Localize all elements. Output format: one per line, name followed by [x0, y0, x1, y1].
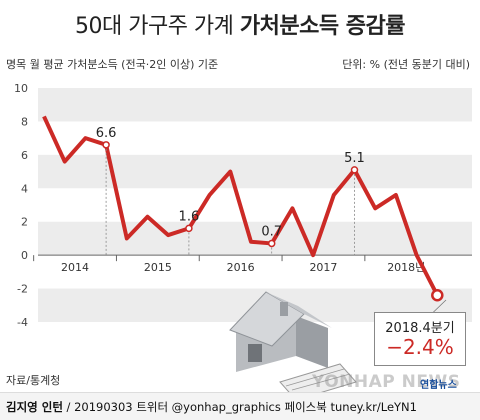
grid-band: [38, 88, 472, 122]
data-point: [350, 166, 359, 174]
data-point: [267, 239, 276, 248]
data-point: [185, 224, 193, 233]
last-point: [431, 289, 444, 302]
credit-author: 김지영 인턴: [6, 400, 63, 414]
y-tick-label: 2: [21, 216, 28, 229]
title-regular: 50대 가구주 가계: [74, 14, 240, 39]
callout-box: 2018.4분기 −2.4%: [374, 312, 466, 366]
data-label: 1.6: [179, 209, 200, 224]
watermark-text: YONHAP NEWS: [312, 372, 461, 392]
y-tick-label: 10: [14, 82, 28, 95]
house-window: [248, 344, 262, 362]
house-illustration: [229, 291, 357, 392]
series-line: [42, 115, 440, 297]
credit-rest: / 20190303 트위터 @yonhap_graphics 페이스북 tun…: [62, 400, 417, 414]
data-labels: 6.6 1.6 0.7 5.1: [96, 126, 365, 240]
callout-value: −2.4%: [386, 335, 454, 359]
grid-band: [38, 221, 472, 256]
y-tick-label: 4: [21, 182, 28, 195]
callout-label: 2018.4분기: [385, 321, 455, 336]
chart-title: 50대 가구주 가계 가처분소득 증감률: [0, 8, 480, 40]
title-bold: 가처분소득 증감률: [239, 14, 406, 39]
x-tick-label: 2014: [61, 261, 89, 274]
x-tick-label: 2018년: [387, 261, 425, 274]
y-tick-label: 0: [21, 249, 28, 262]
house-roof-side: [266, 292, 332, 328]
data-label: 6.6: [96, 126, 117, 141]
source-note: 자료/통계청: [6, 374, 61, 387]
y-axis: 10 8 6 4 2 0 -2 -4: [14, 82, 28, 329]
grid-bands: [38, 88, 472, 322]
y-tick-label: -2: [17, 283, 28, 296]
series-points: [102, 141, 444, 302]
x-tick-label: 2016: [227, 261, 255, 274]
x-tick-label: 2015: [144, 261, 172, 274]
data-point: [102, 141, 110, 149]
brand-logo-text: 연합뉴스: [420, 380, 457, 391]
x-axis: 2014 2015 2016 2017 2018년: [33, 255, 425, 274]
line-chart: 10 8 6 4 2 0 -2 -4 2014 2015 2016 2017 2018년 6.6 1.6…: [14, 82, 472, 392]
series-path: [42, 115, 440, 297]
data-label: 5.1: [344, 151, 365, 166]
chart-subtitle: 명목 월 평균 가처분소득 (전국·2인 이상) 기준: [6, 58, 219, 71]
unit-label: 단위: % (전년 동분기 대비): [342, 58, 470, 71]
credit-bar: [0, 392, 480, 420]
x-tick-label: 2017: [309, 261, 337, 274]
y-tick-label: -4: [17, 316, 28, 329]
credit-line: 김지영 인턴 / 20190303 트위터 @yonhap_graphics 페…: [6, 399, 417, 415]
house-side: [296, 316, 328, 368]
house-chimney: [280, 302, 288, 316]
y-tick-label: 6: [21, 149, 28, 162]
grid-band: [38, 154, 472, 189]
data-label: 0.7: [261, 224, 282, 239]
y-tick-label: 8: [21, 115, 28, 128]
